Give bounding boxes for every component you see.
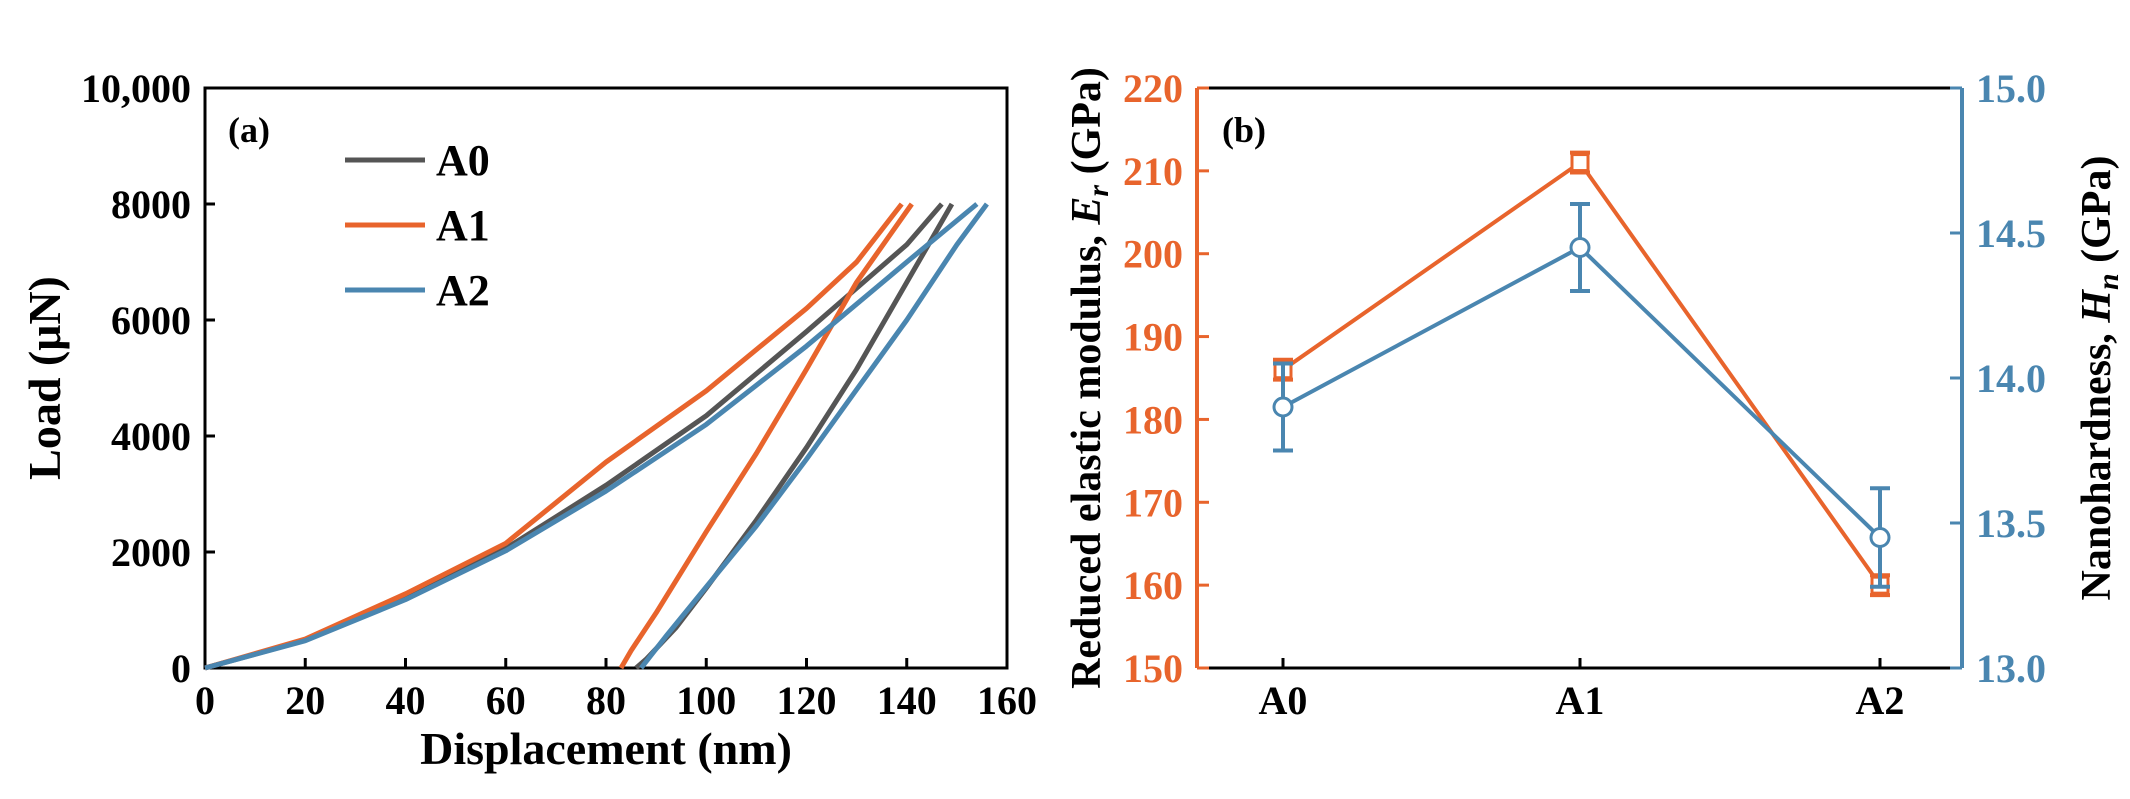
panel-a-label: (a)	[228, 110, 270, 150]
panel-a-y-tick-label: 0	[171, 646, 191, 691]
panel-b-left-tick-label: 160	[1123, 563, 1183, 608]
panel-b-left-axis-title: Reduced elastic modulus, Er (GPa)	[1064, 67, 1115, 689]
panel-b-right-ticks: 13.0 13.5 14.0 14.5 15.0	[1950, 66, 2046, 691]
panel-a-curves	[204, 202, 989, 671]
panel-a-frame	[203, 86, 1009, 670]
panel-a-y-tick-label: 6000	[111, 298, 191, 343]
legend-label-a2: A2	[436, 266, 490, 315]
curve-a2-unloading	[639, 202, 989, 670]
panel-a-y-tick-label: 4000	[111, 414, 191, 459]
panel-b-left-tick-label: 170	[1123, 480, 1183, 525]
panel-a-x-tick-label: 20	[285, 678, 325, 723]
hardness-marker	[1272, 396, 1294, 418]
panel-a-x-axis-title: Displacement (nm)	[420, 723, 792, 774]
panel-a-y-ticks: 0 2000 4000 6000 8000 10,000	[81, 66, 215, 691]
panel-b-x-tick-label: A0	[1259, 678, 1308, 723]
panel-b-right-tick-label: 13.0	[1976, 646, 2046, 691]
hardness-marker	[1569, 237, 1591, 258]
panel-a-y-tick-label: 2000	[111, 530, 191, 575]
panel-b-left-tick-label: 150	[1123, 646, 1183, 691]
panel-a-y-tick-label: 8000	[111, 182, 191, 227]
panel-b-right-tick-label: 14.0	[1976, 356, 2046, 401]
curve-a1-unloading	[618, 202, 914, 670]
panel-b-left-tick-label: 210	[1123, 149, 1183, 194]
panel-b-x-tick-label: A1	[1556, 678, 1605, 723]
panel-b-right-tick-label: 13.5	[1976, 501, 2046, 546]
panel-b-left-tick-label: 220	[1123, 66, 1183, 111]
panel-a-x-tick-label: 40	[386, 678, 426, 723]
curve-a0-unloading	[634, 202, 955, 670]
panel-b-x-ticks: A0 A1 A2	[1259, 658, 1905, 723]
panel-a-x-tick-label: 0	[195, 678, 215, 723]
panel-b-right-tick-label: 15.0	[1976, 66, 2046, 111]
panel-a-x-tick-label: 160	[977, 678, 1037, 723]
legend-label-a1: A1	[436, 201, 490, 250]
panel-a-x-tick-label: 60	[486, 678, 526, 723]
panel-a-x-ticks: 0 20 40 60 80 100 120 140 160	[195, 658, 1037, 723]
panel-a-y-tick-label: 10,000	[81, 66, 191, 111]
curve-a1-loading	[204, 202, 904, 671]
panel-a-y-axis-title: Load (μN)	[19, 276, 70, 480]
panel-b: A0 A1 A2 150 160 170 180 190 200 210 220 13.0 13.5…	[1064, 66, 2125, 723]
panel-a-x-tick-label: 80	[586, 678, 626, 723]
panel-a-legend: A0 A1 A2	[345, 136, 490, 315]
curve-a2-loading	[204, 202, 979, 671]
panel-b-label: (b)	[1222, 110, 1266, 150]
panel-a-x-tick-label: 140	[877, 678, 937, 723]
curve-a0-loading	[204, 202, 944, 671]
panel-a-x-tick-label: 120	[777, 678, 837, 723]
legend-label-a0: A0	[436, 136, 490, 185]
panel-b-right-axis-title: Nanohardness, Hn (GPa)	[2074, 156, 2125, 601]
panel-b-left-tick-label: 190	[1123, 315, 1183, 360]
panel-b-left-ticks: 150 160 170 180 190 200 210 220	[1123, 66, 1209, 691]
panel-b-x-tick-label: A2	[1856, 678, 1905, 723]
panel-a: 0 20 40 60 80 100 120 140 160 0 2000 4000 6000 8000 1…	[19, 66, 1037, 774]
panel-b-series	[1272, 150, 1891, 598]
modulus-marker	[1570, 153, 1590, 173]
panel-b-left-tick-label: 200	[1123, 232, 1183, 277]
panel-b-left-tick-label: 180	[1123, 397, 1183, 442]
panel-a-x-tick-label: 100	[676, 678, 736, 723]
hardness-marker	[1869, 527, 1891, 548]
panel-b-right-tick-label: 14.5	[1976, 211, 2046, 256]
